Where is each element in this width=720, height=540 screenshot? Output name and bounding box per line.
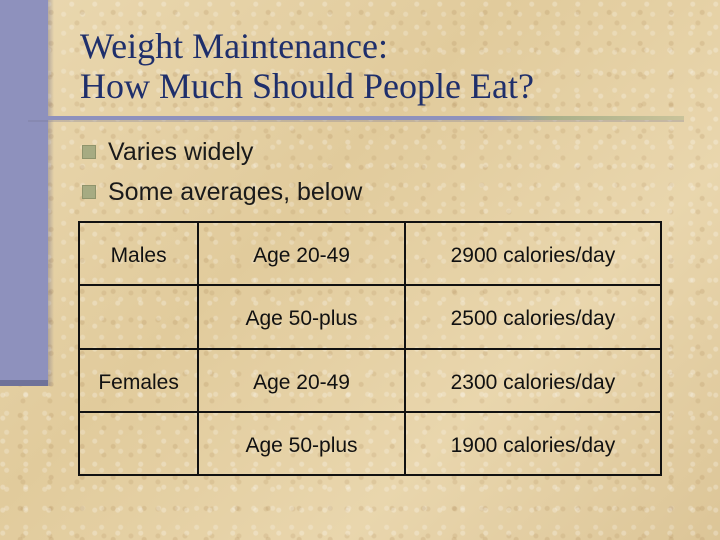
calories-cell: 2300 calories/day (403, 347, 663, 413)
age-cell: Age 50-plus (197, 410, 406, 477)
left-accent-bar-base (0, 380, 48, 386)
age-cell: Age 50-plus (197, 284, 406, 350)
left-accent-bar (0, 0, 48, 386)
sex-cell (77, 410, 200, 477)
bullet-item: Varies widely (82, 132, 362, 172)
bullet-square-icon (82, 145, 96, 159)
bullet-item: Some averages, below (82, 172, 362, 212)
slide-title: Weight Maintenance: How Much Should Peop… (80, 26, 680, 106)
table-row: Age 50-plus 2500 calories/day (77, 284, 663, 350)
calorie-table: Males Age 20-49 2900 calories/day Age 50… (77, 220, 663, 477)
sex-cell: Males (77, 220, 200, 287)
bullet-list: Varies widely Some averages, below (82, 132, 362, 212)
bullet-text: Varies widely (108, 138, 254, 166)
bullet-text: Some averages, below (108, 178, 363, 206)
sex-cell: Females (77, 347, 200, 413)
calories-cell: 2500 calories/day (403, 284, 663, 350)
title-divider-shadow (28, 120, 684, 122)
age-cell: Age 20-49 (197, 220, 406, 287)
sex-cell (77, 284, 200, 350)
slide-title-line-1: Weight Maintenance: (80, 26, 388, 66)
table-row: Age 50-plus 1900 calories/day (77, 410, 663, 477)
bullet-square-icon (82, 185, 96, 199)
title-divider (28, 116, 684, 120)
calories-cell: 1900 calories/day (403, 410, 663, 477)
calories-cell: 2900 calories/day (403, 220, 663, 287)
table-row: Males Age 20-49 2900 calories/day (77, 220, 663, 287)
left-accent-bar-shadow (48, 0, 54, 386)
age-cell: Age 20-49 (197, 347, 406, 413)
table-row: Females Age 20-49 2300 calories/day (77, 347, 663, 413)
slide-title-line-2: How Much Should People Eat? (80, 66, 534, 106)
